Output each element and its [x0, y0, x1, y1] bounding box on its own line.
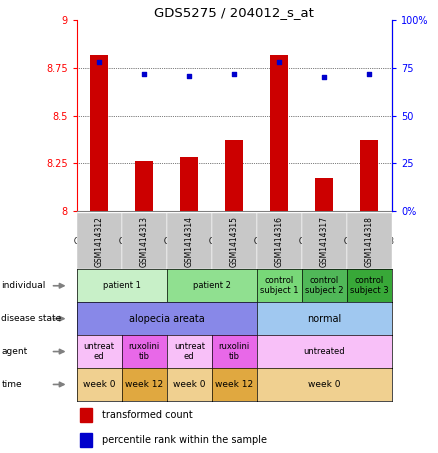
Bar	[90, 55, 108, 211]
Text: untreated: untreated	[304, 347, 345, 356]
Text: GSM1414318: GSM1414318	[344, 236, 395, 246]
Text: untreat
ed: untreat ed	[174, 342, 205, 361]
Bar	[360, 140, 378, 211]
Text: disease state: disease state	[1, 314, 62, 323]
Text: untreat
ed: untreat ed	[84, 342, 115, 361]
Text: transformed count: transformed count	[102, 410, 193, 420]
Text: normal: normal	[307, 313, 342, 323]
Point	[276, 58, 283, 66]
Text: individual: individual	[1, 281, 46, 290]
Text: GSM1414315: GSM1414315	[230, 216, 239, 267]
Text: GSM1414313: GSM1414313	[140, 216, 149, 267]
Text: GSM1414315: GSM1414315	[209, 236, 260, 246]
Text: percentile rank within the sample: percentile rank within the sample	[102, 435, 267, 445]
Text: time: time	[1, 380, 22, 389]
Text: ruxolini
tib: ruxolini tib	[129, 342, 160, 361]
Text: ruxolini
tib: ruxolini tib	[219, 342, 250, 361]
Text: week 0: week 0	[83, 380, 116, 389]
Text: GSM1414312: GSM1414312	[95, 216, 104, 266]
Text: patient 2: patient 2	[193, 281, 231, 290]
Point	[186, 72, 193, 79]
Text: GSM1414317: GSM1414317	[299, 236, 350, 246]
Text: control
subject 2: control subject 2	[305, 276, 344, 295]
Bar	[270, 55, 288, 211]
Text: GSM1414314: GSM1414314	[164, 236, 215, 246]
Text: week 12: week 12	[125, 380, 163, 389]
Text: alopecia areata: alopecia areata	[129, 313, 205, 323]
Text: GSM1414313: GSM1414313	[119, 236, 170, 246]
Title: GDS5275 / 204012_s_at: GDS5275 / 204012_s_at	[154, 6, 314, 19]
Bar	[80, 408, 92, 422]
Text: GSM1414316: GSM1414316	[275, 216, 284, 267]
Point	[141, 70, 148, 77]
Text: agent: agent	[1, 347, 28, 356]
Text: GSM1414318: GSM1414318	[365, 216, 374, 266]
Point	[321, 74, 328, 81]
Point	[95, 58, 102, 66]
Point	[366, 70, 373, 77]
Text: control
subject 1: control subject 1	[260, 276, 299, 295]
Text: patient 1: patient 1	[103, 281, 141, 290]
Bar	[135, 161, 153, 211]
Text: week 0: week 0	[308, 380, 341, 389]
Text: GSM1414312: GSM1414312	[74, 236, 125, 246]
Bar	[180, 157, 198, 211]
Bar	[315, 178, 333, 211]
Text: GSM1414316: GSM1414316	[254, 236, 305, 246]
Text: control
subject 3: control subject 3	[350, 276, 389, 295]
Bar	[80, 433, 92, 447]
Text: GSM1414314: GSM1414314	[185, 216, 194, 267]
Text: GSM1414317: GSM1414317	[320, 216, 329, 267]
Bar	[225, 140, 244, 211]
Point	[231, 70, 238, 77]
Text: week 12: week 12	[215, 380, 254, 389]
Text: week 0: week 0	[173, 380, 205, 389]
